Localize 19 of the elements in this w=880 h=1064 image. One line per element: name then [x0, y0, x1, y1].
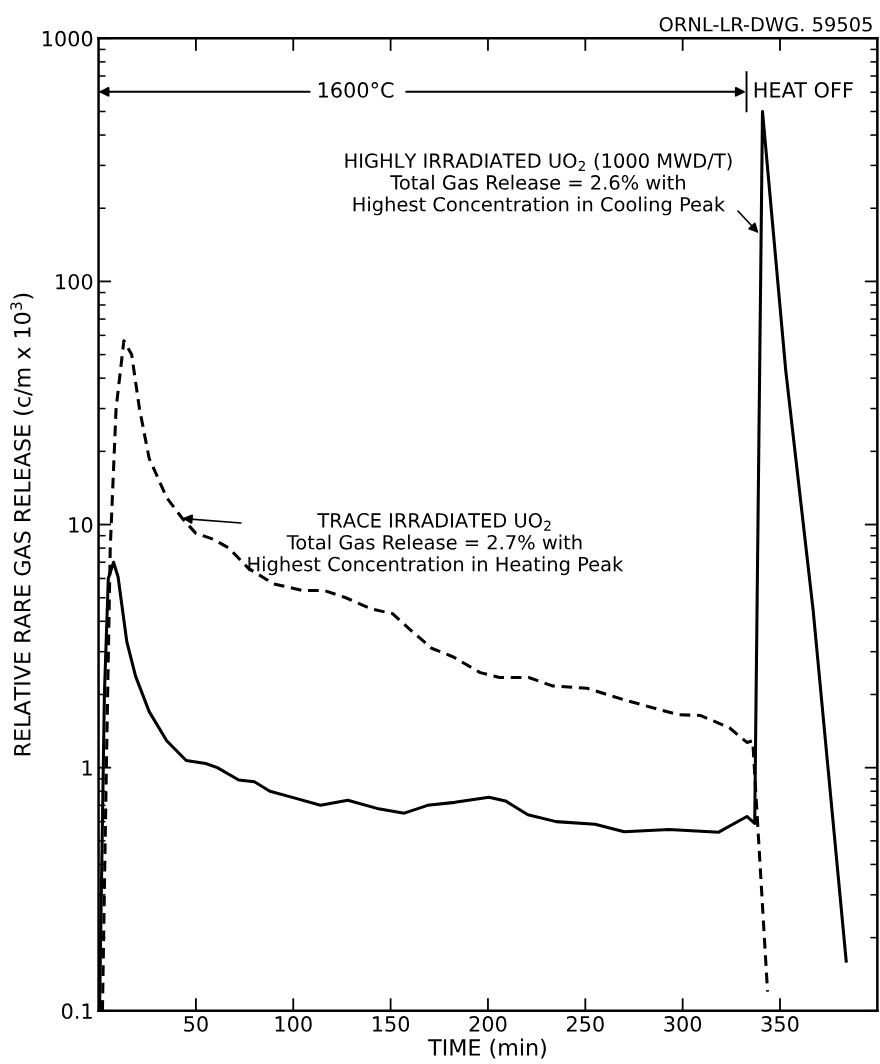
y-axis-title: RELATIVE RARE GAS RELEASE (c/m x 10$^{3}$) [10, 293, 34, 756]
y-tick-label: 0.1 [61, 1003, 92, 1020]
x-tick-label: 150 [373, 1016, 410, 1032]
y-tick-label: 100 [56, 273, 93, 290]
x-tick-label: 300 [664, 1016, 702, 1032]
x-tick-label: 250 [566, 1016, 604, 1032]
y-tick-label: 10 [69, 517, 93, 533]
annotation: 1600°C [318, 82, 394, 98]
annotation: TRACE IRRADIATED UO$_{2}$ Total Gas Release = 2.7% with Highest Concentration in Heating Peak [248, 513, 624, 576]
annotation: HIGHLY IRRADIATED UO$_{2}$ (1000 MWD/T) Total Gas Release = 2.6% with Highest Concentration in Cooling Peak [345, 152, 732, 216]
x-axis-title: TIME (min) [428, 1038, 546, 1059]
text: ORNL-LR-DWG. 59505 [659, 16, 872, 32]
x-tick-label: 350 [761, 1016, 799, 1032]
x-tick-label: 100 [275, 1016, 312, 1032]
y-tick-label: 1 [82, 760, 92, 776]
x-tick-label: 50 [184, 1016, 208, 1032]
y-tick-label: 1000 [42, 30, 93, 47]
annotation: HEAT OFF [754, 82, 853, 98]
x-tick-label: 200 [469, 1016, 507, 1032]
